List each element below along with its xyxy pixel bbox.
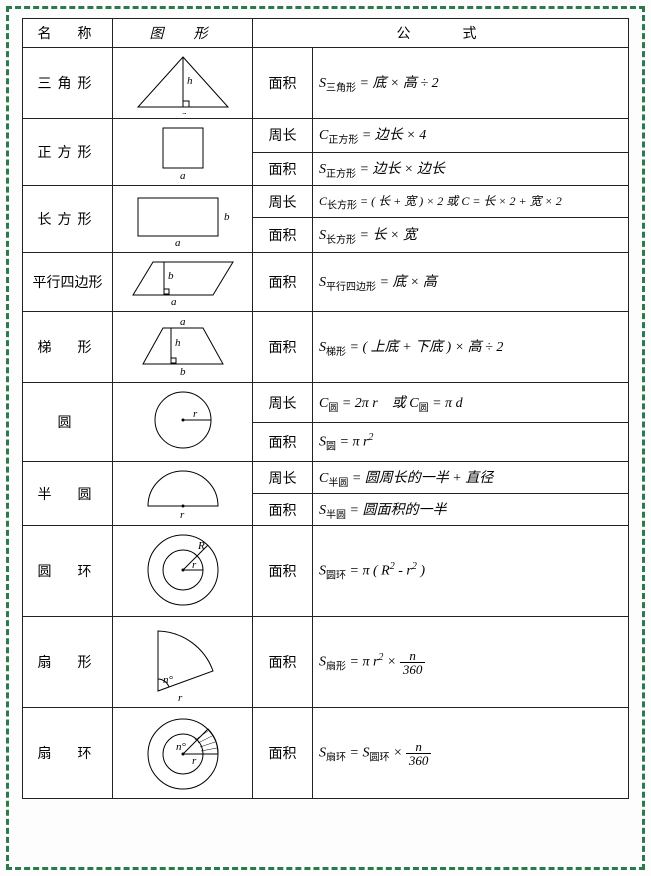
svg-text:h: h — [175, 337, 181, 349]
shape-annulus: r R — [113, 526, 253, 617]
name-sector-ring: 扇 环 — [23, 708, 113, 799]
formula-semicircle-perimeter: C半圆 = 圆周长的一半 + 直径 — [313, 462, 629, 494]
circle-icon: r — [143, 387, 223, 457]
ftype-rect-area: 面积 — [253, 218, 313, 253]
row-square-1: 正方形 a 周长 C正方形 = 边长 × 4 — [23, 119, 629, 153]
ftype-semicircle-perimeter: 周长 — [253, 462, 313, 494]
row-rectangle-1: 长方形 b a 周长 C长方形 = ( 长 + 宽 ) × 2 或 C = 长 … — [23, 186, 629, 218]
name-rectangle: 长方形 — [23, 186, 113, 253]
svg-text:b: b — [168, 270, 174, 282]
formula-triangle: S三角形 = 底 × 高 ÷ 2 — [313, 48, 629, 119]
ftype-circle-perimeter: 周长 — [253, 383, 313, 423]
ftype-square-area: 面积 — [253, 152, 313, 186]
ftype-annulus: 面积 — [253, 526, 313, 617]
formula-annulus: S圆环 = π ( R2 - r2 ) — [313, 526, 629, 617]
triangle-icon: h a — [133, 52, 233, 114]
shape-sector-ring: n° r — [113, 708, 253, 799]
shape-square: a — [113, 119, 253, 186]
svg-text:b: b — [180, 366, 186, 378]
svg-text:r: r — [192, 559, 197, 571]
name-annulus: 圆 环 — [23, 526, 113, 617]
ftype-sector-ring: 面积 — [253, 708, 313, 799]
rectangle-icon: b a — [128, 190, 238, 248]
name-sector: 扇 形 — [23, 617, 113, 708]
row-trapezoid: 梯 形 a h b 面积 S梯形 = ( 上底 + 下底 ) × 高 ÷ 2 — [23, 312, 629, 383]
svg-text:a: a — [180, 170, 186, 181]
shape-rectangle: b a — [113, 186, 253, 253]
shape-circle: r — [113, 383, 253, 462]
name-square: 正方形 — [23, 119, 113, 186]
formula-trapezoid: S梯形 = ( 上底 + 下底 ) × 高 ÷ 2 — [313, 312, 629, 383]
row-sector: 扇 形 n° r 面积 S扇形 = π r2 × n360 — [23, 617, 629, 708]
formula-sector: S扇形 = π r2 × n360 — [313, 617, 629, 708]
formula-semicircle-area: S半圆 = 圆面积的一半 — [313, 494, 629, 526]
row-parallelogram: 平行四边形 b a 面积 S平行四边形 = 底 × 高 — [23, 253, 629, 312]
ftype-trapezoid: 面积 — [253, 312, 313, 383]
row-semicircle-1: 半 圆 r 周长 C半圆 = 圆周长的一半 + 直径 — [23, 462, 629, 494]
sector-icon: n° r — [138, 621, 228, 703]
name-parallelogram: 平行四边形 — [23, 253, 113, 312]
name-circle: 圆 — [23, 383, 113, 462]
ftype-square-perimeter: 周长 — [253, 119, 313, 153]
row-triangle: 三角形 h a 面积 S三角形 = 底 × 高 ÷ 2 — [23, 48, 629, 119]
name-trapezoid: 梯 形 — [23, 312, 113, 383]
semicircle-icon: r — [138, 466, 228, 521]
name-triangle: 三角形 — [23, 48, 113, 119]
sector-ring-icon: n° r — [138, 712, 228, 794]
header-row: 名 称 图 形 公 式 — [23, 19, 629, 48]
svg-text:r: r — [192, 755, 197, 767]
svg-text:a: a — [175, 237, 181, 248]
formula-parallelogram: S平行四边形 = 底 × 高 — [313, 253, 629, 312]
ftype-semicircle-area: 面积 — [253, 494, 313, 526]
svg-text:R: R — [197, 540, 205, 552]
formula-square-area: S正方形 = 边长 × 边长 — [313, 152, 629, 186]
trapezoid-icon: a h b — [133, 316, 233, 378]
svg-text:a: a — [181, 109, 187, 114]
formula-rect-area: S长方形 = 长 × 宽 — [313, 218, 629, 253]
svg-text:a: a — [180, 316, 186, 328]
geometry-formula-table: 名 称 图 形 公 式 三角形 h a 面积 S三角形 = 底 × 高 ÷ 2 … — [22, 18, 629, 799]
svg-text:r: r — [178, 692, 183, 703]
row-sector-ring: 扇 环 n° r 面积 S扇环 = S圆环 × n360 — [23, 708, 629, 799]
svg-text:h: h — [187, 75, 193, 87]
shape-trapezoid: a h b — [113, 312, 253, 383]
parallelogram-icon: b a — [128, 257, 238, 307]
ftype-sector: 面积 — [253, 617, 313, 708]
header-shape: 图 形 — [113, 19, 253, 48]
square-icon: a — [148, 123, 218, 181]
formula-sector-ring: S扇环 = S圆环 × n360 — [313, 708, 629, 799]
row-annulus: 圆 环 r R 面积 S圆环 = π ( R2 - r2 ) — [23, 526, 629, 617]
name-semicircle: 半 圆 — [23, 462, 113, 526]
svg-text:b: b — [224, 211, 230, 223]
row-circle-1: 圆 r 周长 C圆 = 2π r 或 C圆 = π d — [23, 383, 629, 423]
formula-circle-perimeter: C圆 = 2π r 或 C圆 = π d — [313, 383, 629, 423]
svg-text:a: a — [171, 296, 177, 307]
svg-text:n°: n° — [163, 674, 174, 686]
annulus-icon: r R — [138, 530, 228, 612]
shape-parallelogram: b a — [113, 253, 253, 312]
ftype-triangle: 面积 — [253, 48, 313, 119]
shape-semicircle: r — [113, 462, 253, 526]
formula-square-perimeter: C正方形 = 边长 × 4 — [313, 119, 629, 153]
formula-circle-area: S圆 = π r2 — [313, 423, 629, 462]
ftype-parallelogram: 面积 — [253, 253, 313, 312]
svg-text:r: r — [180, 509, 185, 521]
ftype-circle-area: 面积 — [253, 423, 313, 462]
svg-text:r: r — [193, 408, 198, 420]
formula-rect-perimeter: C长方形 = ( 长 + 宽 ) × 2 或 C = 长 × 2 + 宽 × 2 — [313, 186, 629, 218]
header-formula: 公 式 — [253, 19, 629, 48]
ftype-rect-perimeter: 周长 — [253, 186, 313, 218]
shape-triangle: h a — [113, 48, 253, 119]
header-name: 名 称 — [23, 19, 113, 48]
shape-sector: n° r — [113, 617, 253, 708]
svg-text:n°: n° — [176, 741, 187, 753]
